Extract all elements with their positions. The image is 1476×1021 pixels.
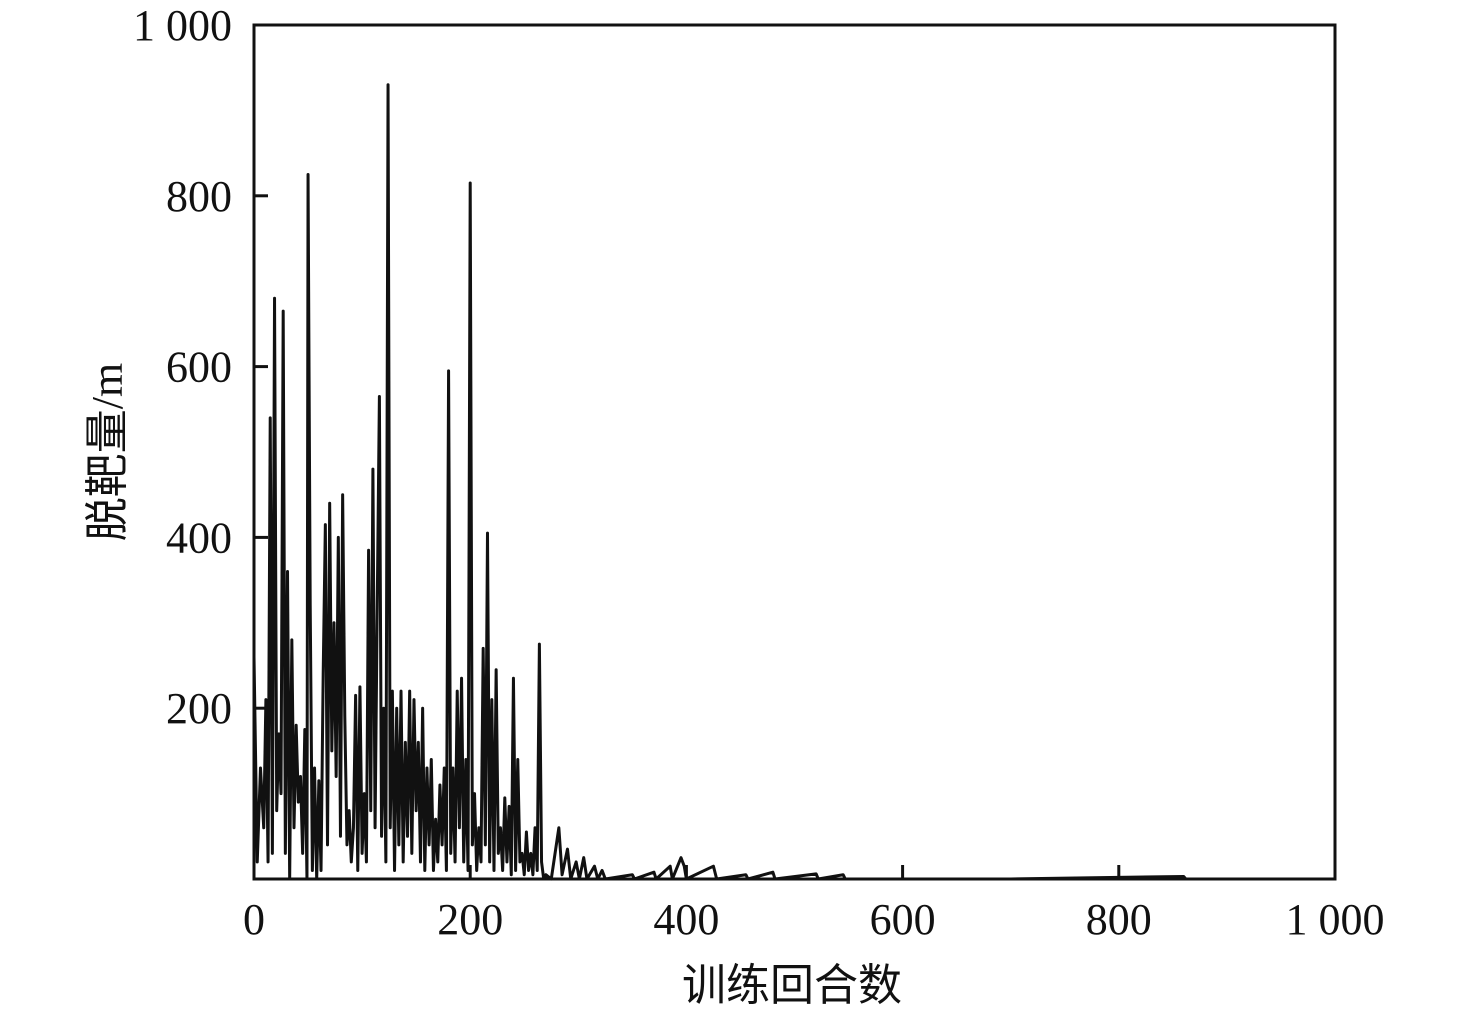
x-axis-label: 训练回合数 (682, 961, 902, 1010)
y-tick-label: 600 (166, 343, 232, 392)
x-tick-label: 400 (653, 895, 719, 944)
y-tick-label: 1 000 (133, 1, 232, 50)
data-line (252, 83, 1335, 881)
plot-frame (252, 23, 1337, 881)
y-tick-label: 400 (166, 513, 232, 562)
x-tick-label: 200 (437, 895, 503, 944)
x-tick-label: 0 (243, 895, 265, 944)
x-tick-label: 800 (1086, 895, 1152, 944)
x-tick-label: 600 (870, 895, 936, 944)
y-axis-label: 脱靶量/m (83, 363, 132, 541)
x-tick-label: 1 000 (1286, 895, 1385, 944)
y-tick-label: 200 (166, 684, 232, 733)
y-tick-label: 800 (166, 172, 232, 221)
